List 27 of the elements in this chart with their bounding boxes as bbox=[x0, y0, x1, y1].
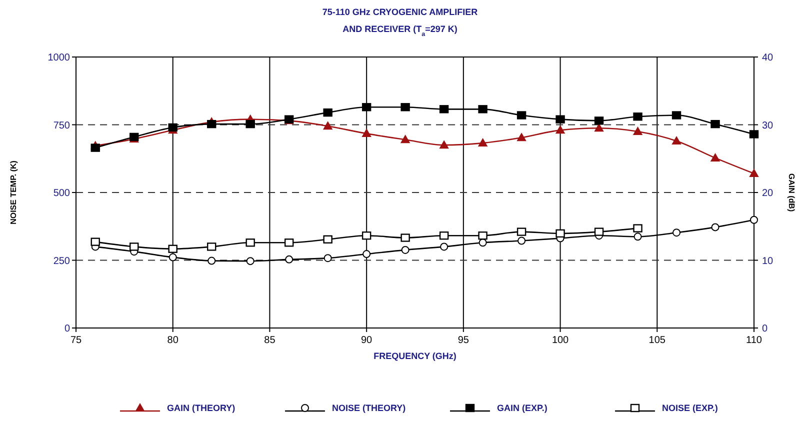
y2-tick-label: 40 bbox=[762, 52, 774, 64]
y2-tick-label: 0 bbox=[762, 324, 768, 334]
x-tick-label: 110 bbox=[746, 335, 762, 346]
y-axis-title: NOISE TEMP. (K) bbox=[9, 160, 18, 224]
legend-label: NOISE (EXP.) bbox=[662, 403, 718, 413]
x-tick-label: 75 bbox=[70, 335, 82, 346]
x-tick-label: 85 bbox=[264, 335, 276, 346]
y-tick-label: 1000 bbox=[48, 52, 70, 64]
legend-label: GAIN (THEORY) bbox=[167, 403, 236, 413]
y2-tick-label: 10 bbox=[762, 256, 774, 267]
x-tick-label: 105 bbox=[648, 335, 666, 346]
x-tick-label: 95 bbox=[458, 335, 470, 346]
x-tick-label: 80 bbox=[167, 335, 179, 346]
x-axis-title: FREQUENCY (GHz) bbox=[374, 351, 456, 361]
legend-label: GAIN (EXP.) bbox=[497, 403, 548, 413]
y-tick-label: 250 bbox=[53, 256, 70, 267]
y2-tick-label: 20 bbox=[762, 188, 774, 199]
x-tick-label: 100 bbox=[552, 335, 570, 346]
y-tick-label: 500 bbox=[53, 188, 70, 199]
chart-title: 75-110 GHz CRYOGENIC AMPLIFIER bbox=[322, 7, 478, 17]
chart-subtitle: AND RECEIVER (T$_{a}$=297 K) bbox=[342, 24, 458, 38]
y2-axis-title: GAIN (dB) bbox=[787, 173, 796, 212]
x-tick-label: 90 bbox=[361, 335, 373, 346]
y-tick-label: 0 bbox=[64, 324, 70, 334]
y-tick-label: 750 bbox=[53, 120, 70, 132]
legend-label: NOISE (THEORY) bbox=[332, 403, 406, 413]
y2-tick-label: 30 bbox=[762, 120, 774, 132]
